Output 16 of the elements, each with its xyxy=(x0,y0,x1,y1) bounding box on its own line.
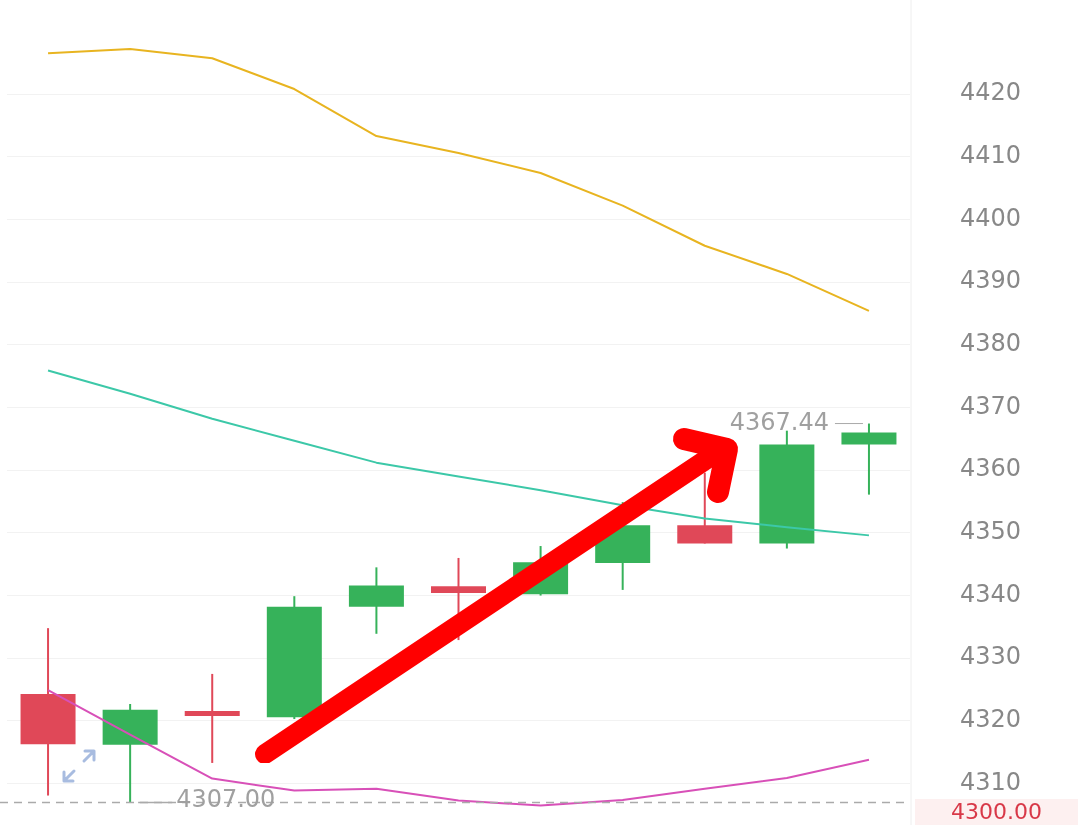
ref-line-label: 4307.00 xyxy=(176,784,276,813)
y-tick-label: 4380 xyxy=(960,329,1022,358)
y-tick-label: 4340 xyxy=(960,579,1022,608)
y-tick-label: 4360 xyxy=(960,454,1022,483)
y-tick-label: 4400 xyxy=(960,203,1022,232)
candlestick xyxy=(184,672,240,764)
y-tick-label: 4320 xyxy=(960,705,1022,734)
y-tick-label: 4350 xyxy=(960,517,1022,546)
y-tick-label: 4390 xyxy=(960,266,1022,295)
text: 4300.00 xyxy=(915,799,1078,825)
annotation: 4367.44 xyxy=(729,407,829,436)
y-tick-label: 4420 xyxy=(960,78,1022,107)
y-tick-label: 4310 xyxy=(960,767,1022,796)
y-tick-label: 4370 xyxy=(960,391,1022,420)
y-tick-label: 4330 xyxy=(960,642,1022,671)
y-tick-label: 4410 xyxy=(960,140,1022,169)
